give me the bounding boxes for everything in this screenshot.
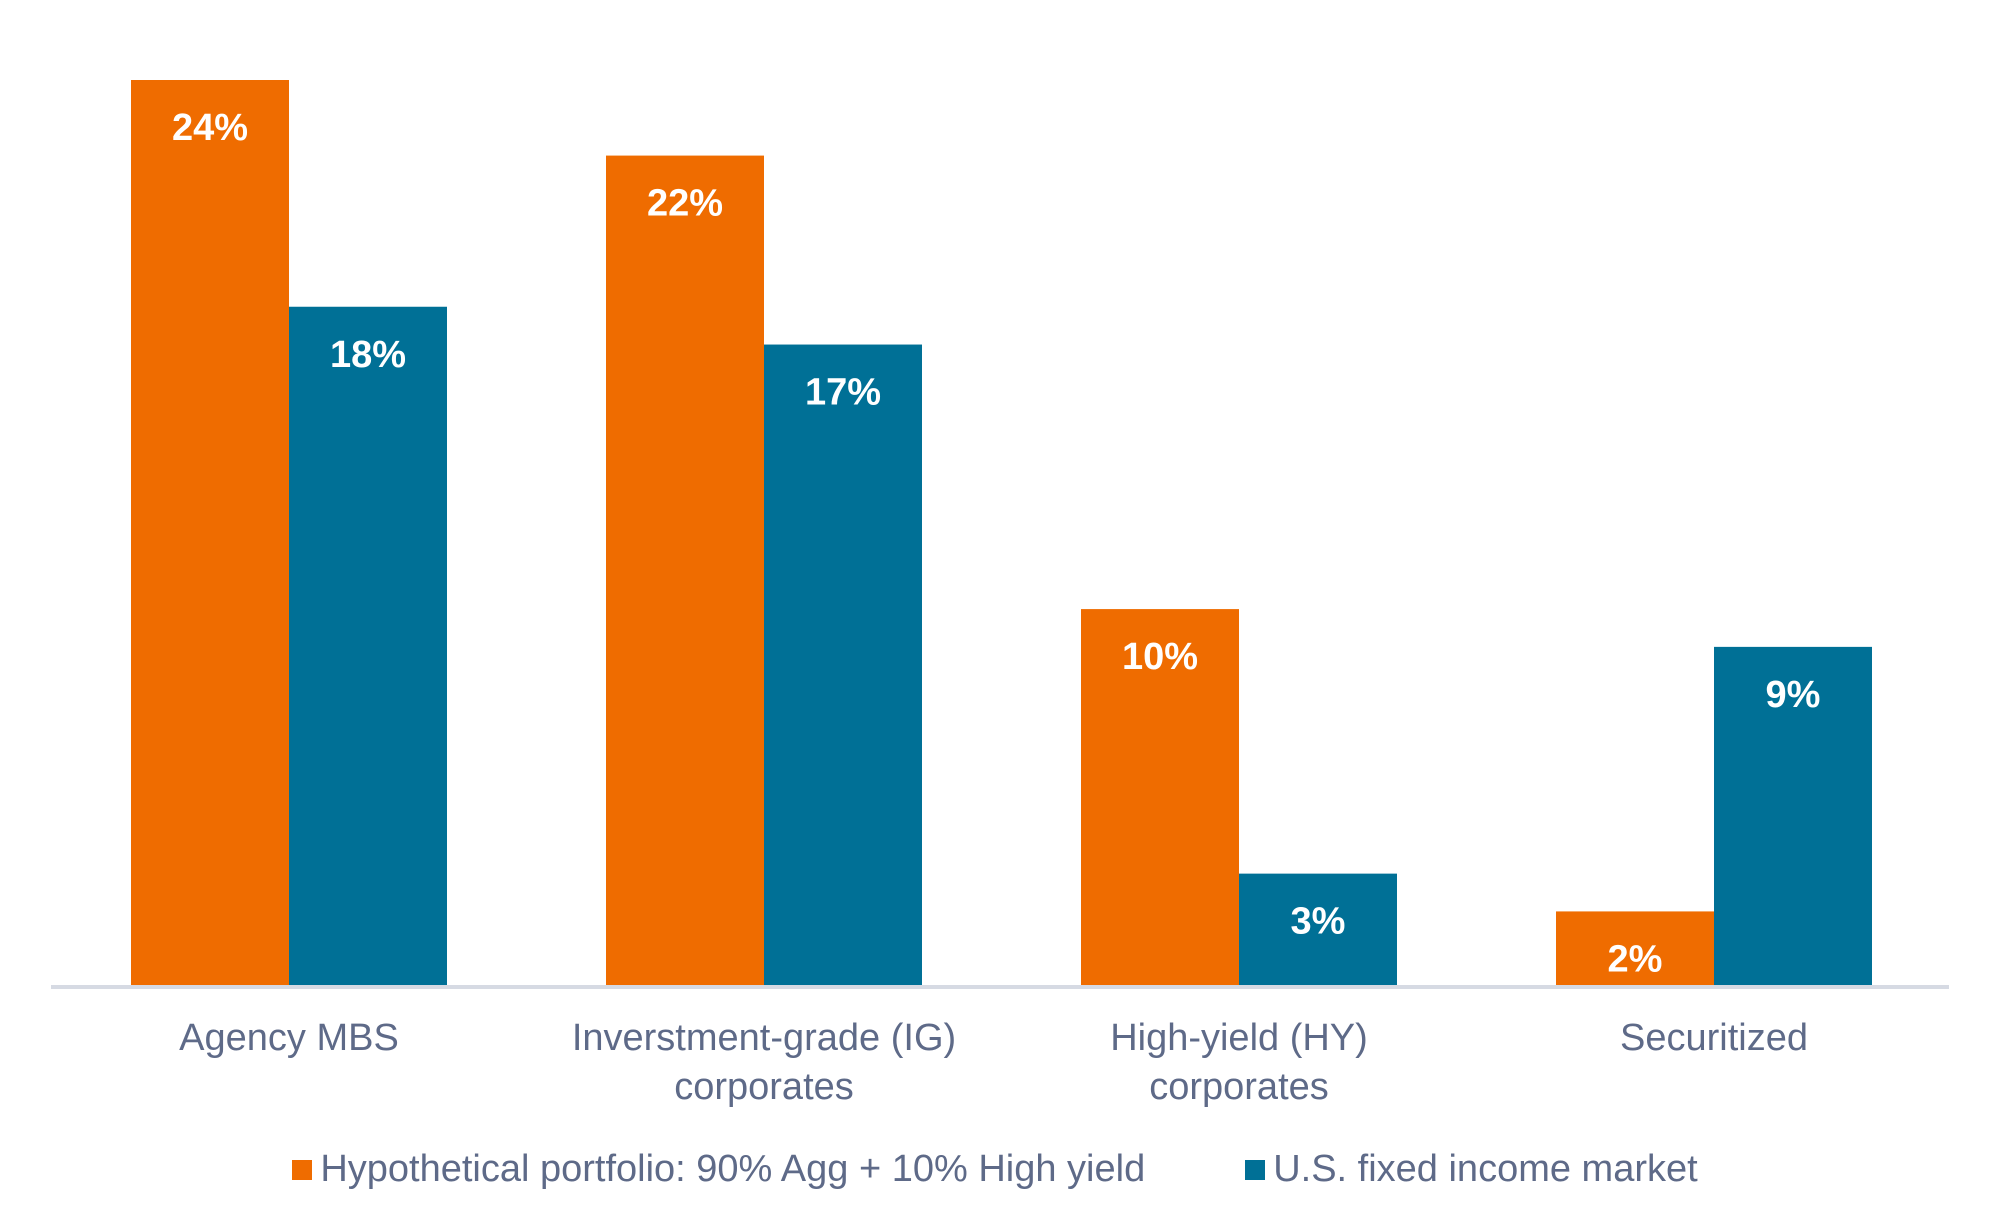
bar-market-2 — [1239, 873, 1397, 987]
bar-market-3 — [1714, 646, 1872, 987]
category-label: Inverstment-grade (IG) — [572, 1017, 956, 1059]
data-label: 18% — [330, 334, 406, 376]
category-labels: Agency MBS Inverstment-grade (IG) corporat… — [179, 1017, 1808, 1108]
legend-swatch-portfolio — [292, 1159, 313, 1180]
bars-group: 24% 18% 22% 17% 10% 3% 2% 9% — [131, 80, 1872, 988]
data-label: 22% — [647, 183, 723, 225]
bar-portfolio-2 — [1081, 609, 1239, 987]
bar-portfolio-3 — [1556, 911, 1714, 987]
legend-item-market: U.S. fixed income market — [1245, 1148, 1698, 1191]
category-label: Securitized — [1620, 1017, 1808, 1059]
legend-label-market: U.S. fixed income market — [1273, 1148, 1698, 1190]
bar-market-1 — [764, 344, 922, 988]
data-label: 9% — [1766, 674, 1821, 716]
data-label: 17% — [805, 372, 881, 414]
data-label: 2% — [1608, 938, 1663, 980]
legend: Hypothetical portfolio: 90% Agg + 10% Hi… — [0, 1148, 1990, 1191]
category-label: corporates — [1149, 1066, 1329, 1108]
data-label: 24% — [172, 107, 248, 149]
legend-item-portfolio: Hypothetical portfolio: 90% Agg + 10% Hi… — [292, 1148, 1145, 1191]
category-label: corporates — [674, 1066, 854, 1108]
bar-portfolio-0 — [131, 80, 289, 987]
category-label: High-yield (HY) — [1110, 1017, 1368, 1059]
data-label: 3% — [1291, 901, 1346, 943]
category-label: Agency MBS — [179, 1017, 399, 1059]
legend-swatch-market — [1245, 1159, 1266, 1180]
data-label: 10% — [1122, 636, 1198, 678]
bar-market-0 — [289, 306, 447, 987]
legend-label-portfolio: Hypothetical portfolio: 90% Agg + 10% Hi… — [320, 1148, 1146, 1190]
bar-portfolio-1 — [606, 155, 764, 988]
